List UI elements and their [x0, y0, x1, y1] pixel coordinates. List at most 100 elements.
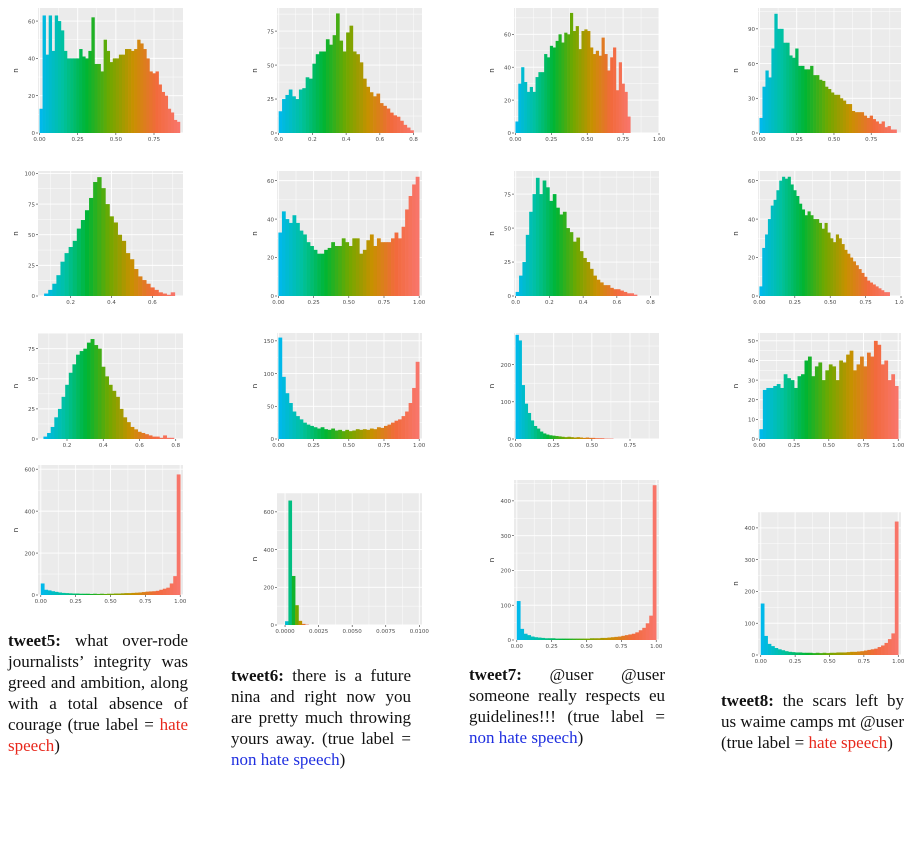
histogram-bar: [894, 386, 899, 439]
x-tick-label: 0.4: [579, 300, 588, 306]
x-tick-label: 0.50: [823, 659, 836, 665]
histogram-bar: [621, 635, 626, 640]
histogram-bar: [594, 438, 599, 439]
histogram-bar: [292, 411, 297, 439]
histogram-bar: [362, 249, 367, 296]
histogram-bar: [804, 360, 809, 439]
y-tick-label: 0: [508, 131, 512, 137]
histogram-bar: [623, 291, 628, 296]
histogram-bar: [342, 51, 347, 134]
histogram-panel: 0 100 200 300 400 0.00 0.25 0.50 0.75 1.00 n: [482, 480, 663, 654]
histogram-panel: 0 20 40 60 0.00 0.25 0.50 0.75 1.00 n: [726, 171, 904, 310]
histogram-bar: [786, 42, 790, 133]
y-axis-label: n: [732, 384, 740, 388]
y-tick-label: 0: [271, 623, 275, 629]
histogram-bar: [366, 86, 371, 133]
histogram-bar: [850, 257, 854, 296]
histogram-bar: [282, 99, 286, 133]
histogram-bar: [383, 105, 387, 133]
histogram-bar: [867, 649, 872, 655]
x-tick-label: 0.75: [857, 443, 870, 449]
histogram-bar: [805, 652, 810, 655]
histogram-bar: [835, 380, 840, 439]
x-tick-label: 0.00: [753, 443, 766, 449]
histogram-bar: [759, 117, 763, 133]
y-tick-label: 0: [752, 437, 756, 443]
histogram-bar: [884, 642, 889, 655]
histogram-bar: [812, 653, 817, 655]
histogram-bar: [891, 633, 896, 655]
histogram-bar: [549, 200, 554, 296]
histogram-bar: [117, 234, 123, 296]
histogram-bar: [366, 429, 371, 439]
histogram-bar: [595, 50, 600, 134]
histogram-bar: [529, 211, 533, 296]
histogram-bar: [152, 73, 156, 133]
x-tick-label: 0.50: [343, 443, 356, 449]
y-tick-label: 40: [504, 65, 511, 71]
histogram-bar: [369, 234, 374, 296]
histogram-bar: [90, 339, 95, 439]
histogram-bar: [807, 356, 812, 439]
histogram-bar: [128, 49, 132, 133]
histogram-bar: [278, 337, 283, 439]
histogram-bar: [341, 431, 346, 439]
histogram-bar: [373, 429, 378, 439]
histogram-bar: [101, 366, 106, 439]
x-tick-label: 0.25: [545, 137, 558, 143]
histogram-bar: [67, 58, 71, 133]
histogram-bar: [70, 58, 74, 133]
histogram-bar: [112, 390, 117, 439]
caption-close: ): [887, 733, 893, 752]
histogram-bar: [43, 436, 48, 439]
histogram-bar: [412, 184, 416, 296]
histogram-bar: [579, 437, 583, 439]
histogram-bar: [762, 389, 767, 439]
x-tick-label: 0.25: [789, 659, 802, 665]
histogram-bar: [85, 58, 89, 133]
histogram-bar: [162, 588, 167, 595]
histogram-bar: [799, 203, 803, 296]
histogram-bar: [536, 428, 541, 439]
y-axis-label: n: [488, 558, 496, 562]
histogram-bar: [79, 351, 84, 439]
histogram-bar: [312, 63, 317, 133]
histogram-bar: [652, 485, 657, 640]
histogram-bar: [129, 259, 135, 296]
histogram-bar: [874, 648, 878, 655]
histogram-bar: [103, 39, 107, 133]
histogram-bar: [288, 403, 293, 439]
histogram-bar: [614, 636, 619, 640]
histogram-bar: [366, 240, 371, 296]
histogram-bar: [867, 280, 871, 296]
histogram-bar: [359, 253, 364, 296]
y-tick-label: 20: [748, 256, 755, 262]
histogram-bar: [826, 653, 830, 655]
y-tick-label: 30: [748, 378, 755, 384]
histogram-bar: [68, 246, 74, 296]
histogram-bar: [155, 71, 159, 133]
histogram-bar: [159, 437, 164, 439]
histogram-bar: [894, 521, 899, 655]
caption-verdict: non hate speech: [231, 750, 340, 769]
histogram-bar: [373, 246, 378, 296]
histogram-bar: [878, 288, 882, 296]
histogram-bar: [789, 55, 793, 133]
y-axis-label: n: [12, 528, 20, 532]
histogram-bar: [376, 427, 381, 439]
caption-text: there is a future nina and right now you…: [231, 666, 411, 748]
histogram-bar: [159, 589, 164, 595]
histogram-bar: [815, 652, 820, 655]
x-tick-label: 0.2: [63, 443, 72, 449]
x-tick-label: 0.75: [865, 137, 878, 143]
histogram-bar: [819, 653, 823, 655]
histogram-bar: [884, 360, 889, 439]
y-tick-label: 25: [267, 97, 274, 103]
histogram-bar: [383, 425, 388, 439]
histogram-bar: [309, 78, 313, 133]
histogram-bar: [860, 356, 864, 439]
histogram-bar: [79, 593, 83, 595]
histogram-bar: [169, 583, 174, 595]
x-tick-label: 0.50: [824, 300, 837, 306]
histogram-bar: [524, 82, 528, 133]
